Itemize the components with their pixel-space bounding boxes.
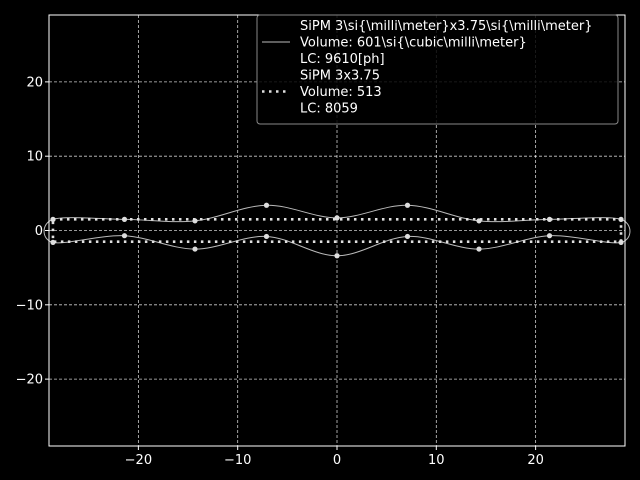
data-point xyxy=(476,246,482,252)
legend-label: Volume: 513 xyxy=(300,85,382,100)
legend: SiPM 3\si{\milli\meter}x3.75\si{\milli\m… xyxy=(256,14,619,125)
data-point xyxy=(404,202,411,208)
y-tick-label: −10 xyxy=(16,298,43,313)
legend-box xyxy=(256,14,619,125)
data-point xyxy=(263,202,270,208)
data-point xyxy=(192,246,198,252)
legend-label: Volume: 601\si{\cubic\milli\meter} xyxy=(300,36,527,51)
y-tick-label: 20 xyxy=(26,75,43,90)
x-tick-label: −20 xyxy=(125,453,152,468)
legend-label: LC: 8059 xyxy=(300,102,358,117)
legend-label: LC: 9610[ph] xyxy=(300,52,385,67)
x-tick-label: 10 xyxy=(428,453,445,468)
y-tick-label: −20 xyxy=(16,373,43,388)
legend-label: SiPM 3x3.75 xyxy=(300,69,380,84)
data-point xyxy=(263,233,270,240)
ticks: −20 −10 0 10 20 −20 −10 0 10 20 xyxy=(16,75,544,468)
data-point xyxy=(334,215,340,221)
data-point xyxy=(404,233,411,240)
x-tick-label: 0 xyxy=(333,453,341,468)
data-point xyxy=(546,233,553,239)
y-tick-label: 10 xyxy=(26,150,43,165)
legend-label: SiPM 3\si{\milli\meter}x3.75\si{\milli\m… xyxy=(300,19,593,34)
y-tick-label: 0 xyxy=(35,224,43,239)
data-point xyxy=(121,233,128,239)
x-tick-label: 20 xyxy=(527,453,544,468)
x-tick-label: −10 xyxy=(224,453,251,468)
data-point xyxy=(334,253,340,259)
series-line-1 xyxy=(51,218,623,243)
series-layer xyxy=(43,202,631,259)
